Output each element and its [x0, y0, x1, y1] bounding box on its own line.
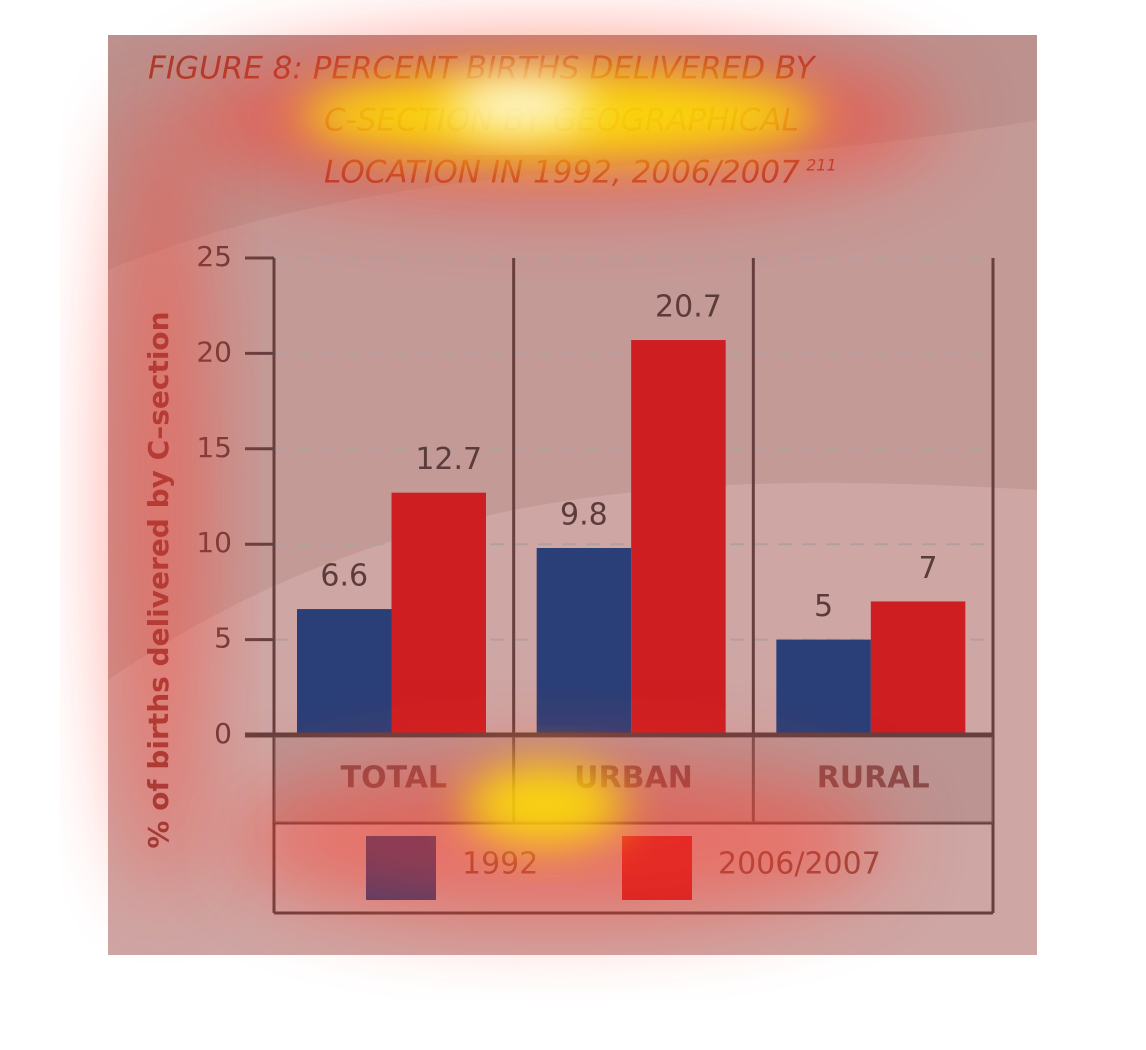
category-band — [274, 737, 993, 823]
legend-swatch — [366, 836, 436, 900]
bar — [297, 609, 392, 735]
title-line: FIGURE 8: PERCENT BIRTHS DELIVERED BY — [148, 51, 817, 87]
data-label: 5 — [814, 589, 833, 624]
legend-label: 2006/2007 — [718, 847, 881, 882]
y-tick-label: 10 — [196, 526, 232, 559]
bar — [870, 601, 966, 735]
bar — [536, 548, 632, 735]
y-tick-label: 20 — [196, 335, 232, 368]
bar — [631, 340, 726, 735]
bar — [776, 639, 871, 735]
legend-label: 1992 — [462, 847, 538, 882]
y-axis-label: % of births delivered by C–section — [142, 311, 175, 848]
y-tick-label: 0 — [214, 717, 232, 750]
title-note: 211 — [806, 156, 837, 175]
legend-swatch — [622, 836, 692, 900]
y-tick-label: 25 — [196, 240, 232, 273]
title-line: LOCATION IN 1992, 2006/2007 — [324, 155, 800, 191]
data-label: 7 — [919, 551, 938, 586]
data-label: 20.7 — [655, 290, 722, 325]
y-tick-label: 15 — [196, 431, 232, 464]
title-line: C-SECTION BY GEOGRAPHICAL — [324, 103, 799, 139]
data-label: 9.8 — [560, 498, 608, 533]
y-tick-label: 5 — [214, 622, 232, 655]
bar — [391, 492, 486, 735]
data-label: 12.7 — [415, 442, 482, 477]
data-label: 6.6 — [320, 559, 368, 594]
